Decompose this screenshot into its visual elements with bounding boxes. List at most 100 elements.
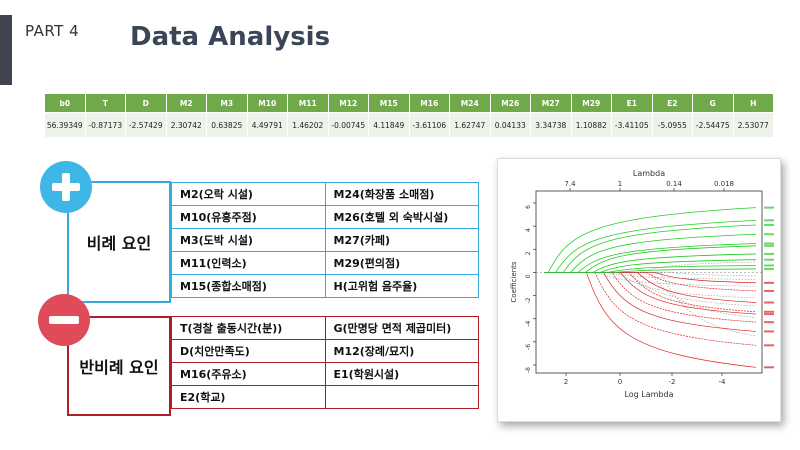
- coef-value-M2: 2.30742: [165, 112, 207, 138]
- positive-factor-row: M10(유흥주점) M26(호텔 외 숙박시설): [171, 205, 479, 229]
- coef-header-M16: M16: [408, 93, 450, 113]
- coef-header-T: T: [84, 93, 126, 113]
- path-end-label: [764, 233, 774, 236]
- negative-coef-path: [544, 272, 757, 284]
- coef-value-M15: 4.11849: [368, 112, 410, 138]
- y-tick-label: 2: [525, 251, 532, 255]
- neutral-coef-path: [544, 272, 757, 299]
- negative-factor-row: E2(학교): [171, 385, 479, 409]
- top-tick-label: 0.018: [714, 180, 734, 188]
- coef-header-M11: M11: [287, 93, 329, 113]
- y-tick-label: -4: [525, 321, 532, 327]
- neutral-coef-path: [544, 272, 757, 280]
- coef-value-G: -2.54475: [692, 112, 734, 138]
- negative-coef-path: [544, 272, 757, 313]
- positive-coef-path: [544, 233, 757, 273]
- positive-coef-path: [544, 207, 757, 273]
- negative-coef-path: [544, 272, 757, 332]
- bottom-tick-label: -2: [669, 378, 676, 386]
- negative-factor-cell: M16(주유소): [171, 362, 326, 386]
- bottom-tick-label: 2: [564, 378, 568, 386]
- negative-coef-path: [544, 272, 757, 346]
- positive-coef-path: [544, 253, 757, 273]
- coef-value-M3: 0.63825: [206, 112, 248, 138]
- positive-factor-cell: M2(오락 시설): [171, 182, 326, 206]
- y-axis-label: Coefficients: [510, 261, 518, 303]
- plus-icon: [40, 161, 92, 213]
- coef-header-M27: M27: [530, 93, 572, 113]
- top-axis-label: Lambda: [633, 169, 665, 178]
- y-tick-label: 0: [525, 274, 532, 278]
- positive-coef-path: [544, 243, 757, 273]
- positive-coef-path: [544, 219, 757, 273]
- coef-value-M26: 0.04133: [489, 112, 531, 138]
- y-tick-label: 4: [525, 228, 532, 232]
- coef-header-E2: E2: [651, 93, 693, 113]
- y-tick-label: -8: [525, 367, 532, 373]
- coef-value-M12: -0.00745: [327, 112, 369, 138]
- coef-value-M24: 1.62747: [449, 112, 491, 138]
- coef-value-E1: -3.41105: [611, 112, 653, 138]
- coef-value-M11: 1.46202: [287, 112, 329, 138]
- path-end-label: [764, 281, 774, 284]
- positive-coef-path: [544, 224, 757, 273]
- negative-factor-cell: D(치안만족도): [171, 339, 326, 363]
- coef-header-M12: M12: [327, 93, 369, 113]
- coef-value-b0: 56.39349: [44, 112, 86, 138]
- coef-header-H: H: [732, 93, 774, 113]
- path-end-label: [764, 223, 774, 226]
- coef-value-T: -0.87173: [84, 112, 126, 138]
- negative-factor-cell: G(만명당 면적 제곱미터): [324, 316, 479, 340]
- path-end-label: [764, 310, 774, 313]
- positive-factor-row: M11(인력소) M29(편의점): [171, 251, 479, 275]
- positive-factor-row: M2(오락 시설) M24(화장품 소매점): [171, 182, 479, 206]
- positive-factor-cell: M26(호텔 외 숙박시설): [324, 205, 479, 229]
- accent-bar: [0, 15, 12, 85]
- negative-coef-path: [544, 272, 757, 323]
- negative-coef-path: [544, 272, 757, 303]
- minus-icon: [38, 294, 90, 346]
- y-tick-label: 6: [525, 205, 532, 209]
- coef-value-M27: 3.34738: [530, 112, 572, 138]
- path-end-label: [764, 344, 774, 347]
- negative-factor-cell: M12(장례/묘지): [324, 339, 479, 363]
- path-end-label: [764, 252, 774, 255]
- coef-header-E1: E1: [611, 93, 653, 113]
- negative-coef-path: [544, 272, 757, 315]
- path-end-label: [764, 258, 774, 261]
- negative-factor-cell: T(경찰 출동시간(분)): [171, 316, 326, 340]
- y-tick-label: -2: [525, 297, 532, 303]
- bottom-axis-label: Log Lambda: [624, 390, 673, 399]
- positive-factor-row: M3(도박 시설) M27(카페): [171, 228, 479, 252]
- top-tick-label: 0.14: [666, 180, 682, 188]
- coef-value-H: 2.53077: [732, 112, 774, 138]
- coef-header-M15: M15: [368, 93, 410, 113]
- negative-factor-row: D(치안만족도) M12(장례/묘지): [171, 339, 479, 363]
- path-end-label: [764, 219, 774, 222]
- positive-coef-path: [544, 245, 757, 273]
- path-end-label: [764, 242, 774, 245]
- negative-coef-path: [544, 272, 757, 292]
- path-end-label: [764, 244, 774, 247]
- path-end-label: [764, 313, 774, 316]
- coef-header-M29: M29: [570, 93, 612, 113]
- path-end-label: [764, 264, 774, 267]
- coef-header-D: D: [125, 93, 167, 113]
- coef-header-M26: M26: [489, 93, 531, 113]
- coef-value-M10: 4.49791: [246, 112, 288, 138]
- positive-factor-cell: H(고위험 음주율): [324, 274, 479, 298]
- positive-factor-cell: M29(편의점): [324, 251, 479, 275]
- positive-factor-cell: M27(카페): [324, 228, 479, 252]
- positive-factor-cell: M24(화장품 소매점): [324, 182, 479, 206]
- positive-factor-label: 비례 요인: [67, 181, 171, 303]
- neutral-coef-path: [544, 261, 757, 273]
- negative-coef-path: [544, 272, 757, 368]
- coef-header-M10: M10: [246, 93, 288, 113]
- coefficient-table: b0 T D M2 M3 M10 M11 M12 M15 M16 M24 M26 M27 M29 E1 E2 G…: [44, 93, 774, 138]
- path-end-label: [764, 321, 774, 324]
- positive-factor-table: M2(오락 시설) M24(화장품 소매점) M10(유흥주점) M26(호텔 외 숙…: [171, 182, 479, 298]
- positive-factor-cell: M3(도박 시설): [171, 228, 326, 252]
- bottom-tick-label: 0: [618, 378, 622, 386]
- positive-coef-path: [544, 259, 757, 273]
- coef-value-M29: 1.10882: [570, 112, 612, 138]
